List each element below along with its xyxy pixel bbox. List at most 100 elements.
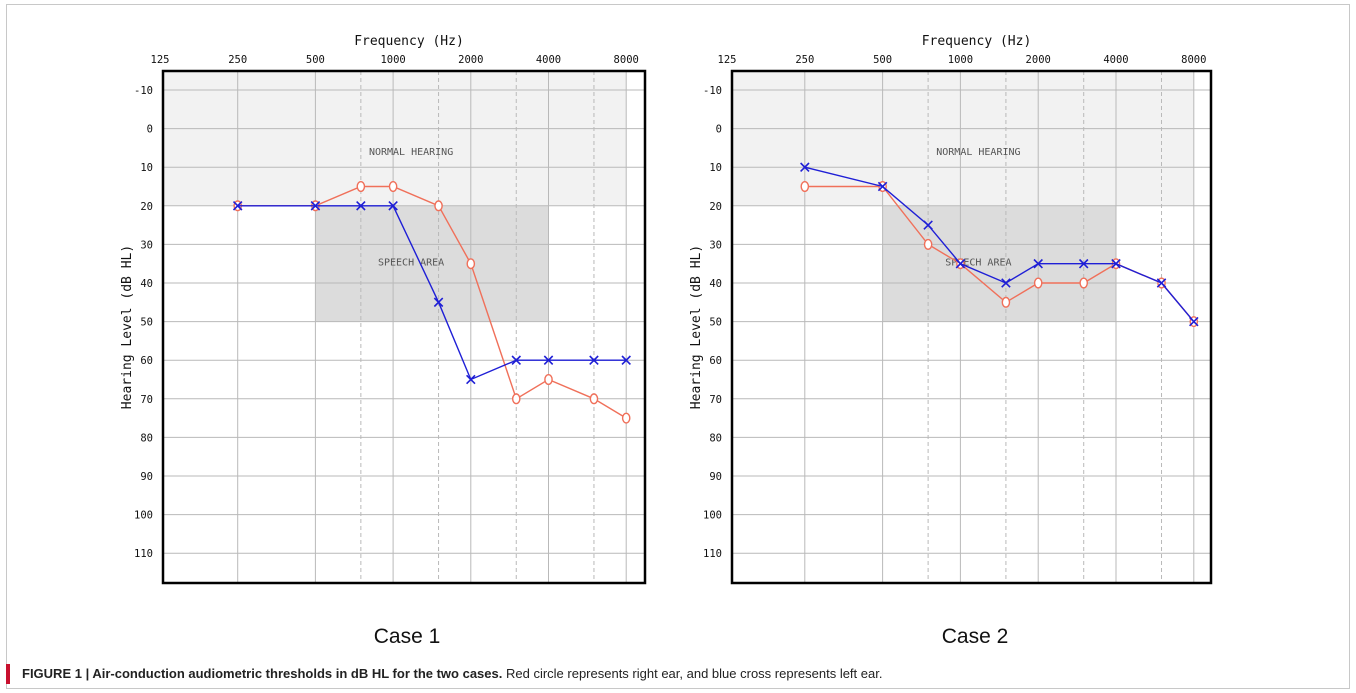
right-ear-point: [1001, 296, 1011, 308]
left-ear-point: [232, 201, 243, 211]
y-tick-label: 80: [140, 432, 153, 444]
left-ear-point: [543, 355, 554, 365]
left-ear-point: [800, 162, 810, 172]
x-tick-label: 2000: [1026, 54, 1051, 66]
left-ear-point: [466, 374, 476, 385]
y-tick-label: 50: [709, 317, 722, 329]
plot-frame: [161, 69, 647, 585]
right-ear-point: [589, 393, 599, 405]
y-tick-label: 90: [140, 471, 153, 483]
left-ear-point-stroke: [621, 355, 631, 365]
left-ear-point-stroke: [1078, 258, 1089, 269]
x-tick-label: 1000: [948, 54, 973, 66]
right-ear-point: [621, 412, 631, 424]
region-label-normal-hearing: NORMAL HEARING: [369, 147, 453, 158]
y-tick-label: -10: [134, 85, 153, 97]
x-tick-label: 8000: [1181, 54, 1206, 66]
left-ear-point: [589, 355, 599, 365]
caption-title: FIGURE 1 | Air-conduction audiometric th…: [22, 666, 503, 681]
x-tick-label: 125: [151, 54, 170, 66]
left-ear-point-stroke: [356, 201, 366, 211]
x-axis-title: Frequency (Hz): [354, 34, 464, 49]
y-tick-label: 0: [716, 124, 722, 136]
y-tick-label: 10: [140, 162, 153, 174]
x-tick-label: 1000: [380, 54, 405, 66]
y-tick-label: 40: [140, 278, 153, 290]
region-speech-area: [315, 205, 549, 322]
right-ear-point: [1079, 277, 1089, 289]
left-ear-point: [621, 355, 631, 365]
figure-caption: FIGURE 1 | Air-conduction audiometric th…: [22, 666, 1342, 681]
caption-accent-bar: [6, 664, 10, 684]
left-ear-point-stroke: [923, 220, 933, 230]
left-ear-point: [955, 258, 966, 269]
left-ear-point-stroke: [877, 181, 888, 192]
x-tick-label: 4000: [536, 54, 561, 66]
left-ear-point: [310, 201, 321, 211]
y-tick-label: 10: [709, 162, 722, 174]
x-tick-label: 250: [795, 54, 814, 66]
left-ear-line: [237, 205, 627, 381]
left-ear-point: [1189, 316, 1199, 327]
region-label-speech-area: SPEECH AREA: [945, 257, 1011, 268]
right-ear-point: [356, 180, 366, 192]
left-ear-point-stroke: [232, 201, 243, 211]
left-ear-point-stroke: [1189, 316, 1199, 327]
right-ear-point: [1033, 277, 1043, 289]
left-ear-point-stroke: [543, 355, 554, 365]
right-ear-point: [388, 180, 398, 192]
left-ear-point-stroke: [388, 201, 398, 211]
left-ear-point: [433, 297, 444, 308]
left-ear-point: [356, 201, 366, 211]
x-tick-label: 250: [228, 54, 247, 66]
left-ear-point: [923, 220, 933, 230]
left-ear-point: [877, 181, 888, 192]
right-ear-line: [237, 185, 627, 419]
left-ear-point-stroke: [1111, 258, 1121, 269]
left-ear-point: [1111, 258, 1121, 269]
x-tick-label: 125: [718, 54, 737, 66]
right-ear-point: [511, 393, 521, 405]
left-ear-point-stroke: [800, 162, 810, 172]
right-ear-point: [434, 200, 443, 212]
y-tick-label: 30: [709, 239, 722, 251]
y-tick-label: 110: [703, 548, 722, 560]
y-tick-label: 100: [134, 510, 153, 522]
x-tick-label: 500: [306, 54, 325, 66]
left-ear-point: [1033, 258, 1043, 269]
left-ear-point: [1156, 278, 1167, 288]
y-tick-label: 90: [709, 471, 722, 483]
caption-text: Red circle represents right ear, and blu…: [505, 666, 883, 681]
y-tick-label: 60: [140, 355, 153, 367]
left-ear-point-stroke: [1033, 258, 1043, 269]
right-ear-point: [800, 180, 810, 192]
left-ear-point-stroke: [310, 201, 321, 211]
y-tick-label: 100: [703, 510, 722, 522]
left-ear-point-stroke: [466, 374, 476, 385]
plot-frame: [730, 69, 1213, 585]
left-ear-point: [1078, 258, 1089, 269]
y-tick-label: 0: [147, 124, 153, 136]
y-tick-label: 80: [709, 432, 722, 444]
left-ear-point-stroke: [1001, 278, 1011, 288]
y-tick-label: 70: [709, 394, 722, 406]
right-ear-point: [923, 238, 933, 250]
region-label-speech-area: SPEECH AREA: [378, 257, 444, 268]
x-axis-title: Frequency (Hz): [922, 34, 1032, 49]
region-label-normal-hearing: NORMAL HEARING: [936, 147, 1020, 158]
y-tick-label: 20: [709, 201, 722, 213]
y-tick-label: 30: [140, 239, 153, 251]
left-ear-point: [511, 355, 522, 365]
x-tick-label: 500: [873, 54, 892, 66]
y-tick-label: 60: [709, 355, 722, 367]
x-tick-label: 8000: [614, 54, 639, 66]
y-tick-label: 20: [140, 201, 153, 213]
y-tick-label: -10: [703, 85, 722, 97]
left-ear-point-stroke: [433, 297, 444, 308]
case-label: Case 2: [942, 625, 1009, 648]
y-tick-label: 110: [134, 548, 153, 560]
left-ear-point-stroke: [511, 355, 522, 365]
